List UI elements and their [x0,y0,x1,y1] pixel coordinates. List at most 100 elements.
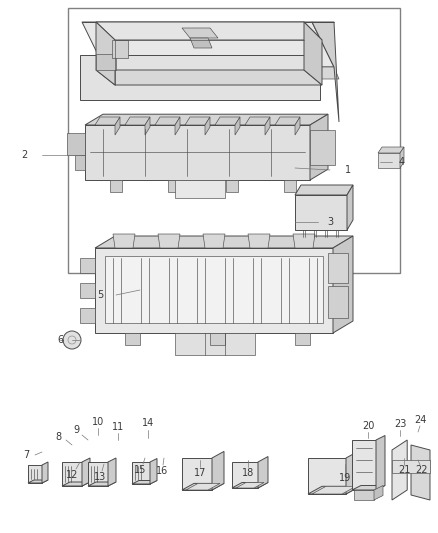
Text: 13: 13 [94,472,106,482]
Text: 17: 17 [194,468,206,478]
Polygon shape [376,435,385,490]
Polygon shape [186,483,220,490]
Polygon shape [80,308,95,323]
Polygon shape [175,117,180,135]
Polygon shape [245,117,270,125]
Text: 4: 4 [399,157,405,167]
Polygon shape [411,445,430,500]
Polygon shape [275,117,300,125]
Polygon shape [182,28,218,38]
Text: 3: 3 [327,217,333,227]
Polygon shape [96,22,322,40]
Text: 15: 15 [134,465,146,475]
Polygon shape [392,460,430,473]
Polygon shape [308,458,346,494]
Polygon shape [95,248,333,333]
Polygon shape [210,333,225,345]
Polygon shape [88,462,108,486]
Polygon shape [347,185,353,230]
Polygon shape [212,451,224,490]
Polygon shape [354,490,374,500]
Polygon shape [95,117,120,125]
Polygon shape [236,482,264,488]
Polygon shape [175,180,225,198]
Polygon shape [62,482,90,486]
Polygon shape [115,117,120,135]
Polygon shape [374,486,383,500]
Polygon shape [89,67,339,79]
Polygon shape [346,450,360,494]
Polygon shape [265,117,270,135]
Polygon shape [308,486,360,494]
Polygon shape [88,482,116,486]
Polygon shape [82,458,90,486]
Text: 22: 22 [416,465,428,475]
Polygon shape [328,286,348,318]
Polygon shape [85,125,310,180]
Polygon shape [203,234,225,248]
Polygon shape [232,482,268,488]
Polygon shape [95,236,353,248]
Text: 1: 1 [345,165,351,175]
Polygon shape [312,486,356,494]
Polygon shape [96,54,116,70]
Polygon shape [155,117,180,125]
Text: 6: 6 [57,335,63,345]
Polygon shape [108,458,116,486]
Polygon shape [226,180,238,192]
Polygon shape [85,114,328,125]
Text: 24: 24 [414,415,426,425]
Polygon shape [150,458,157,484]
Polygon shape [182,483,224,490]
Polygon shape [392,440,407,500]
Polygon shape [96,22,115,85]
Polygon shape [232,462,258,488]
Polygon shape [295,117,300,135]
Polygon shape [295,185,353,195]
Polygon shape [310,130,335,165]
Text: 14: 14 [142,418,154,428]
Polygon shape [168,180,180,192]
Polygon shape [125,117,150,125]
Polygon shape [28,480,48,483]
Polygon shape [235,117,240,135]
Polygon shape [80,55,320,100]
Polygon shape [215,117,240,125]
Text: 7: 7 [23,450,29,460]
Text: 16: 16 [156,466,168,476]
Polygon shape [312,22,339,122]
Polygon shape [295,333,310,345]
Polygon shape [190,38,212,48]
Polygon shape [182,458,212,490]
Polygon shape [295,195,347,230]
Polygon shape [304,22,322,85]
Text: 20: 20 [362,421,374,431]
Polygon shape [42,462,48,483]
Polygon shape [175,333,255,355]
Text: 23: 23 [394,419,406,429]
Polygon shape [132,481,157,484]
Polygon shape [113,234,135,248]
Polygon shape [293,234,315,248]
Polygon shape [205,117,210,135]
Polygon shape [145,117,150,135]
Polygon shape [80,258,95,273]
Polygon shape [67,133,85,155]
Polygon shape [352,440,376,490]
Text: 10: 10 [92,417,104,427]
Polygon shape [62,462,82,486]
Text: 9: 9 [73,425,79,435]
Polygon shape [82,22,334,67]
Polygon shape [310,114,328,180]
Polygon shape [158,234,180,248]
Polygon shape [333,236,353,333]
Polygon shape [352,486,385,490]
Polygon shape [80,283,95,298]
Polygon shape [258,456,268,488]
Polygon shape [400,147,404,168]
Text: 2: 2 [21,150,27,160]
Text: 18: 18 [242,468,254,478]
Circle shape [63,331,81,349]
Polygon shape [378,147,404,153]
Text: 19: 19 [339,473,351,483]
